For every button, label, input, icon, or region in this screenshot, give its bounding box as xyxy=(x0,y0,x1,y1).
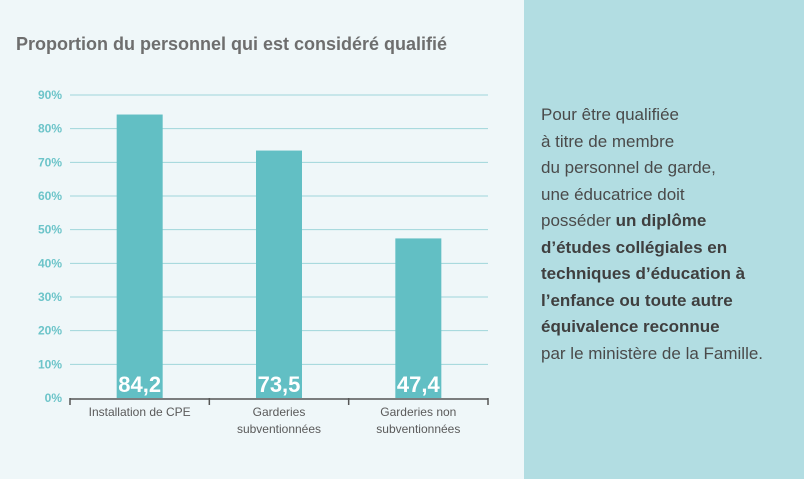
y-tick-label: 80% xyxy=(38,122,62,136)
y-tick-label: 70% xyxy=(38,155,62,169)
bar xyxy=(116,114,163,398)
info-line: par le ministère de la Famille. xyxy=(541,341,763,368)
info-text-bold: techniques d’éducation à xyxy=(541,264,746,283)
info-text: Pour être qualifiée à titre de membre du p… xyxy=(541,102,763,367)
info-text-bold: équivalence reconnue xyxy=(541,317,720,336)
y-tick-label: 50% xyxy=(38,223,62,237)
info-text-normal: du personnel de garde, xyxy=(541,158,716,177)
info-text-normal: par le ministère de la Famille. xyxy=(541,343,764,363)
info-line: d’études collégiales en xyxy=(541,235,763,262)
info-line: équivalence reconnue xyxy=(541,314,763,341)
info-text-bold: l’enfance ou toute autre xyxy=(541,290,733,310)
info-panel xyxy=(524,0,804,479)
bar xyxy=(395,238,442,398)
y-tick-label: 40% xyxy=(38,256,62,270)
info-text-normal: à titre de membre xyxy=(541,131,675,151)
info-line: à titre de membre xyxy=(541,129,763,156)
y-tick-label: 90% xyxy=(38,88,62,102)
bar xyxy=(256,150,302,398)
chart-title: Proportion du personnel qui est considér… xyxy=(16,34,448,54)
y-tick-label: 0% xyxy=(45,391,63,405)
info-text-normal: une éducatrice doit xyxy=(541,184,685,204)
x-tick-label: subventionnées xyxy=(237,422,321,436)
y-tick-label: 30% xyxy=(38,290,62,304)
info-line: posséder un diplôme xyxy=(541,208,763,235)
info-line: Pour être qualifiée xyxy=(541,102,763,129)
bar-value-label: 84,2 xyxy=(118,372,161,397)
info-line: l’enfance ou toute autre xyxy=(541,288,763,315)
info-text-bold: un diplôme xyxy=(615,211,707,230)
info-text-bold: d’études collégiales en xyxy=(541,237,728,257)
bar-chart: 0% 10% 20% 30% 40% 50% 60% 70% 80% 90% 84,2 Install… xyxy=(38,88,489,436)
info-line: une éducatrice doit xyxy=(541,182,763,209)
x-tick-label: subventionnées xyxy=(376,422,460,436)
info-line: du personnel de garde, xyxy=(541,155,763,182)
y-tick-label: 20% xyxy=(38,324,62,338)
bar-value-label: 73,5 xyxy=(258,372,301,397)
y-tick-label: 60% xyxy=(38,189,62,203)
info-text-normal: Pour être qualifiée xyxy=(541,105,679,124)
x-tick-label: Garderies non xyxy=(380,405,456,419)
info-text-normal: posséder xyxy=(541,211,616,230)
info-line: techniques d’éducation à xyxy=(541,261,763,288)
y-tick-label: 10% xyxy=(38,357,62,371)
x-tick-label: Installation de CPE xyxy=(89,405,191,419)
bar-value-label: 47,4 xyxy=(397,372,441,397)
x-tick-label: Garderies xyxy=(253,405,306,419)
